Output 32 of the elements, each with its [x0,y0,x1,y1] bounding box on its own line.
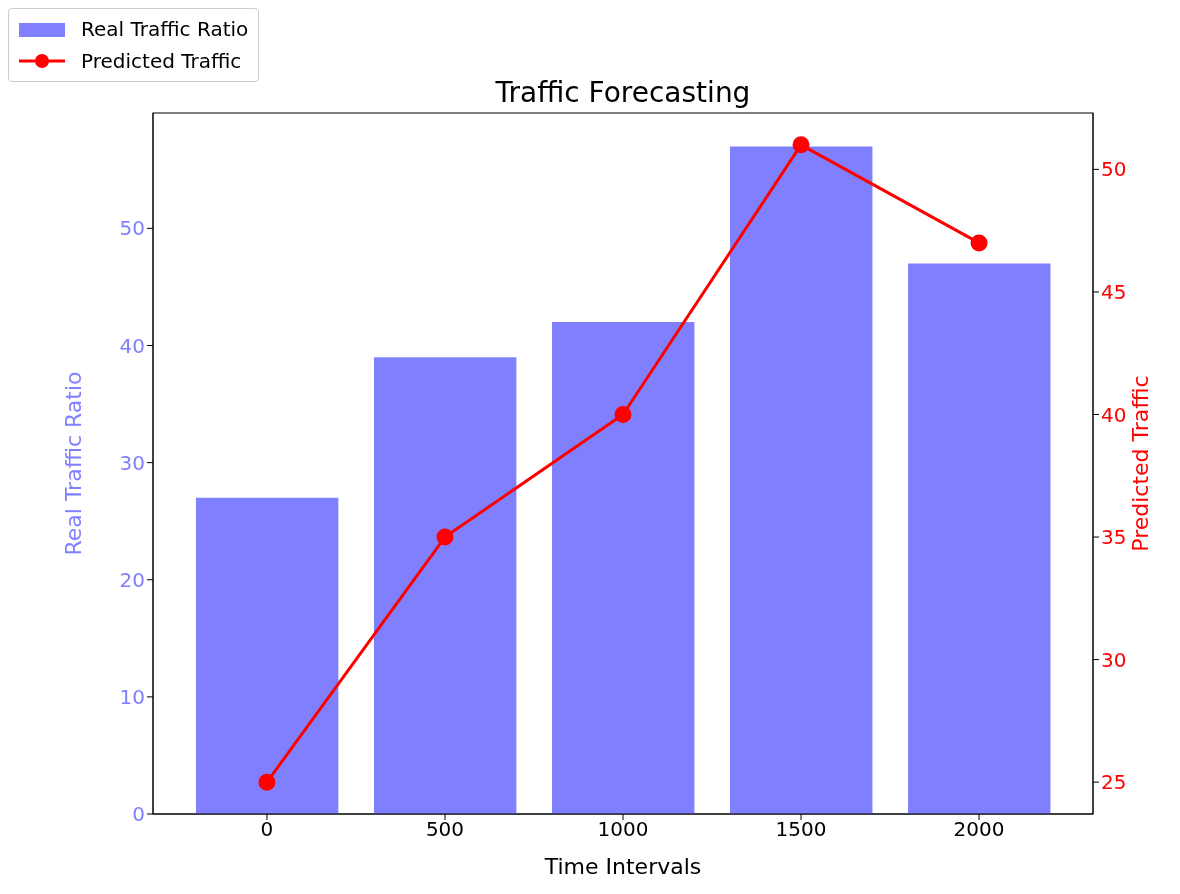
y2-tick-label: 45 [1101,280,1127,305]
y-tick-label: 50 [119,216,145,241]
point [258,773,276,791]
legend-label: Predicted Traffic [81,49,242,73]
y2-tick-label: 40 [1101,402,1127,427]
chart-title: Traffic Forecasting [494,76,752,109]
point [436,528,454,546]
y2-tick-label: 30 [1101,647,1127,672]
y2-axis-title: Predicted Traffic [1128,375,1153,552]
point [792,136,810,154]
x-tick-label: 0 [260,817,274,842]
legend-label: Real Traffic Ratio [81,17,249,41]
x-axis-title: Time Intervals [543,854,702,879]
point [970,234,988,252]
y-tick-label: 40 [119,333,145,358]
bar [551,322,695,814]
y-tick-label: 10 [119,684,145,709]
bar [730,146,873,814]
y-axis-title: Real Traffic Ratio [60,371,86,556]
y2-tick-label: 25 [1101,770,1127,795]
y-tick-label: 30 [119,450,145,475]
x-tick-label: 1000 [597,817,649,842]
bar [373,357,517,814]
x-tick-label: 2000 [953,817,1005,842]
y-tick-label: 20 [119,567,145,592]
x-tick-label: 500 [425,817,465,842]
x-tick-label: 1500 [775,817,827,842]
bar [908,263,1051,814]
y2-tick-label: 35 [1101,525,1127,550]
point [614,405,632,423]
bar [195,497,339,814]
y2-tick-label: 50 [1101,157,1127,182]
